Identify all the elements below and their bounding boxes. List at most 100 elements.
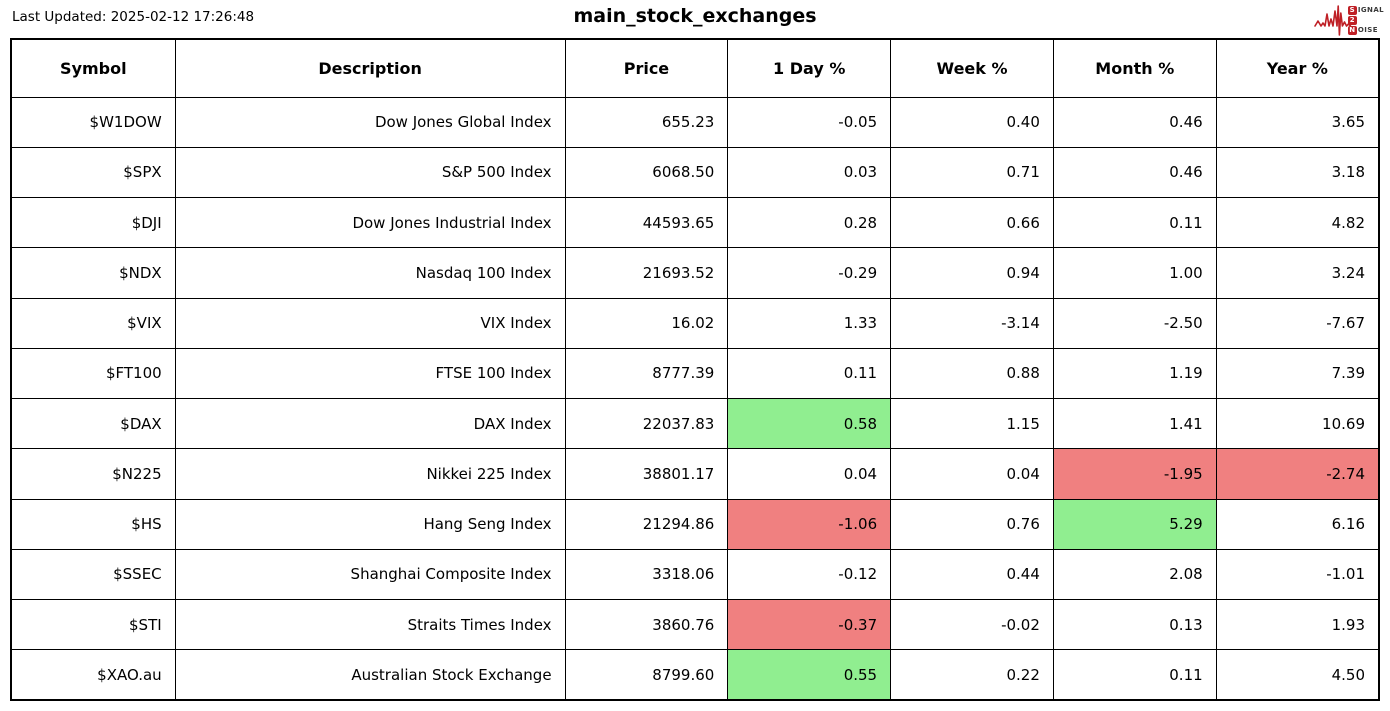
cell-year: 10.69 (1215, 397, 1380, 450)
cell-price: 655.23 (564, 96, 729, 148)
cell-description: S&P 500 Index (174, 146, 566, 199)
cell-price: 3860.76 (564, 598, 729, 651)
cell-symbol: $DJI (10, 196, 176, 249)
column-header-month: Month % (1052, 38, 1217, 98)
table-row: $SPX S&P 500 Index 6068.50 0.03 0.71 0.46 3.18 (10, 146, 1380, 199)
table-row: $VIX VIX Index 16.02 1.33 -3.14 -2.50 -7.67 (10, 297, 1380, 349)
cell-day: 0.55 (727, 649, 892, 701)
cell-week: 0.66 (890, 196, 1054, 249)
cell-week: 0.22 (890, 649, 1054, 701)
last-updated-label: Last Updated: 2025-02-12 17:26:48 (12, 9, 255, 25)
cell-symbol: $XAO.au (10, 649, 176, 701)
cell-description: Nasdaq 100 Index (174, 247, 566, 299)
cell-week: -3.14 (890, 297, 1054, 349)
cell-week: 1.15 (890, 397, 1054, 450)
cell-price: 38801.17 (564, 448, 729, 500)
cell-description: VIX Index (174, 297, 566, 349)
cell-week: 0.44 (890, 548, 1054, 601)
table-row: $NDX Nasdaq 100 Index 21693.52 -0.29 0.94 1.0… (10, 247, 1380, 299)
table-row: $STI Straits Times Index 3860.76 -0.37 -0.02… (10, 598, 1380, 651)
cell-month: 0.46 (1052, 96, 1217, 148)
cell-price: 16.02 (564, 297, 729, 349)
cell-month: 1.41 (1052, 397, 1217, 450)
cell-price: 8777.39 (564, 347, 729, 400)
cell-week: 0.71 (890, 146, 1054, 199)
logo-badge-2: 2 (1347, 15, 1357, 25)
column-header-price: Price (564, 38, 729, 98)
cell-description: Straits Times Index (174, 598, 566, 651)
cell-description: FTSE 100 Index (174, 347, 566, 400)
column-header-description: Description (174, 38, 566, 98)
table-row: $DAX DAX Index 22037.83 0.58 1.15 1.41 10.69 (10, 397, 1380, 450)
cell-day: -0.29 (727, 247, 892, 299)
cell-month: -2.50 (1052, 297, 1217, 349)
table-row: $W1DOW Dow Jones Global Index 655.23 -0.05 0… (10, 96, 1380, 148)
cell-month: -1.95 (1052, 448, 1217, 500)
logo-line-signal: S IGNAL (1347, 5, 1384, 15)
logo-line-2: 2 (1347, 15, 1384, 25)
logo-line-noise: N OISE (1347, 25, 1384, 35)
cell-description: Dow Jones Industrial Index (174, 196, 566, 249)
table-row: $DJI Dow Jones Industrial Index 44593.65 0.… (10, 196, 1380, 249)
cell-month: 0.11 (1052, 196, 1217, 249)
cell-year: 6.16 (1215, 498, 1380, 550)
signal2noise-logo: S IGNAL 2 N OISE (1314, 2, 1384, 38)
column-header-week: Week % (890, 38, 1054, 98)
cell-year: 4.50 (1215, 649, 1380, 701)
cell-year: 1.93 (1215, 598, 1380, 651)
cell-description: Dow Jones Global Index (174, 96, 566, 148)
cell-price: 8799.60 (564, 649, 729, 701)
cell-description: Nikkei 225 Index (174, 448, 566, 500)
table-row: $N225 Nikkei 225 Index 38801.17 0.04 0.04 -1.… (10, 448, 1380, 500)
cell-day: -0.37 (727, 598, 892, 651)
cell-year: -2.74 (1215, 448, 1380, 500)
cell-symbol: $SSEC (10, 548, 176, 601)
column-header-symbol: Symbol (10, 38, 176, 98)
cell-year: 7.39 (1215, 347, 1380, 400)
cell-day: 0.03 (727, 146, 892, 199)
ecg-waveform-icon (1314, 5, 1352, 36)
cell-description: Shanghai Composite Index (174, 548, 566, 601)
cell-week: 0.04 (890, 448, 1054, 500)
cell-week: -0.02 (890, 598, 1054, 651)
cell-week: 0.76 (890, 498, 1054, 550)
cell-description: Hang Seng Index (174, 498, 566, 550)
table-row: $XAO.au Australian Stock Exchange 8799.60 0… (10, 649, 1380, 701)
cell-year: 3.18 (1215, 146, 1380, 199)
logo-signal-rest: IGNAL (1357, 5, 1384, 14)
table-row: $SSEC Shanghai Composite Index 3318.06 -0.1… (10, 548, 1380, 601)
cell-description: DAX Index (174, 397, 566, 450)
cell-year: 3.24 (1215, 247, 1380, 299)
cell-year: -1.01 (1215, 548, 1380, 601)
column-header-year: Year % (1215, 38, 1380, 98)
cell-year: 3.65 (1215, 96, 1380, 148)
stock-exchanges-table: Symbol Description Price 1 Day % Week % Month… (10, 38, 1380, 701)
cell-month: 0.46 (1052, 146, 1217, 199)
cell-symbol: $SPX (10, 146, 176, 199)
cell-symbol: $FT100 (10, 347, 176, 400)
cell-price: 21693.52 (564, 247, 729, 299)
cell-price: 44593.65 (564, 196, 729, 249)
table-row: $FT100 FTSE 100 Index 8777.39 0.11 0.88 1.19 7… (10, 347, 1380, 400)
logo-badge-n: N (1347, 25, 1357, 35)
cell-month: 1.19 (1052, 347, 1217, 400)
logo-noise-rest: OISE (1357, 25, 1378, 34)
cell-week: 0.88 (890, 347, 1054, 400)
cell-price: 3318.06 (564, 548, 729, 601)
cell-year: 4.82 (1215, 196, 1380, 249)
cell-day: -1.06 (727, 498, 892, 550)
cell-day: 0.11 (727, 347, 892, 400)
logo-badge-s: S (1347, 5, 1357, 15)
cell-symbol: $HS (10, 498, 176, 550)
cell-month: 0.11 (1052, 649, 1217, 701)
cell-day: 1.33 (727, 297, 892, 349)
cell-month: 1.00 (1052, 247, 1217, 299)
logo-text: S IGNAL 2 N OISE (1347, 5, 1384, 35)
cell-description: Australian Stock Exchange (174, 649, 566, 701)
cell-month: 0.13 (1052, 598, 1217, 651)
cell-year: -7.67 (1215, 297, 1380, 349)
cell-day: -0.05 (727, 96, 892, 148)
table-body: $W1DOW Dow Jones Global Index 655.23 -0.05 0… (10, 96, 1380, 701)
cell-symbol: $DAX (10, 397, 176, 450)
cell-week: 0.40 (890, 96, 1054, 148)
